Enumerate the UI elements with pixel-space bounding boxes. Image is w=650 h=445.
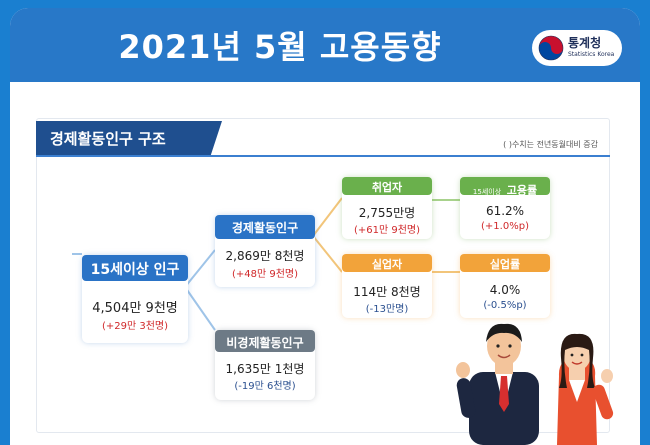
inactive-label: 비경제활동인구 bbox=[215, 330, 315, 352]
section-underline bbox=[36, 155, 610, 157]
active-value: 2,869만 8천명 bbox=[225, 249, 305, 263]
pop15-value: 4,504만 9천명 bbox=[92, 301, 178, 316]
node-unemployed: 실업자 114만 8천명 (-13만명) bbox=[342, 254, 432, 318]
emp-rate-label-main: 고용률 bbox=[506, 184, 538, 197]
employed-value: 2,755만명 bbox=[358, 206, 416, 220]
emp-rate-label: 15세이상 고용률 bbox=[460, 177, 550, 197]
node-employed: 취업자 2,755만명 (+61만 9천명) bbox=[342, 177, 432, 239]
section-tab: 경제활동인구 구조 bbox=[36, 121, 222, 155]
unemployed-change: (-13만명) bbox=[365, 304, 409, 315]
logo-name: 통계청 bbox=[568, 36, 602, 50]
pop15-change: (+29만 3천명) bbox=[101, 321, 169, 332]
logo-subtitle: Statistics Korea bbox=[568, 51, 615, 58]
employed-change: (+61만 9천명) bbox=[353, 225, 421, 236]
emp-rate-label-prefix: 15세이상 bbox=[472, 188, 502, 196]
node-inactive: 비경제활동인구 1,635만 1천명 (-19만 6천명) bbox=[215, 330, 315, 400]
unemployed-label: 실업자 bbox=[342, 254, 432, 272]
pop15-label: 15세이상 인구 bbox=[82, 255, 188, 281]
emp-rate-change: (+1.0%p) bbox=[481, 221, 529, 232]
node-employment-rate: 15세이상 고용률 61.2% (+1.0%p) bbox=[460, 177, 550, 239]
business-people-illustration bbox=[456, 323, 614, 445]
section-title: 경제활동인구 구조 bbox=[50, 130, 166, 148]
businesswoman-figure bbox=[557, 333, 614, 445]
section-note: ( )수치는 전년동월대비 증감 bbox=[503, 140, 598, 149]
businessman-figure bbox=[456, 323, 539, 445]
unemployed-value: 114만 8천명 bbox=[353, 285, 421, 299]
active-label: 경제활동인구 bbox=[215, 215, 315, 239]
taegeuk-logo-icon bbox=[538, 35, 564, 61]
unemp-rate-value: 4.0% bbox=[489, 283, 521, 297]
unemp-rate-change: (-0.5%p) bbox=[483, 300, 527, 311]
employed-label: 취업자 bbox=[342, 177, 432, 195]
active-change: (+48만 9천명) bbox=[231, 269, 299, 280]
page-title: 2021년 5월 고용동향 bbox=[118, 28, 442, 66]
unemp-rate-label: 실업률 bbox=[460, 254, 550, 272]
inactive-change: (-19만 6천명) bbox=[234, 381, 296, 392]
emp-rate-value: 61.2% bbox=[485, 204, 525, 218]
inactive-value: 1,635만 1천명 bbox=[225, 362, 305, 376]
node-active: 경제활동인구 2,869만 8천명 (+48만 9천명) bbox=[215, 215, 315, 287]
header-bar: 2021년 5월 고용동향 통계청 Statistics Korea bbox=[10, 8, 640, 82]
node-pop15: 15세이상 인구 4,504만 9천명 (+29만 3천명) bbox=[82, 255, 188, 343]
node-unemployment-rate: 실업률 4.0% (-0.5%p) bbox=[460, 254, 550, 318]
statistics-korea-logo: 통계청 Statistics Korea bbox=[532, 30, 622, 66]
